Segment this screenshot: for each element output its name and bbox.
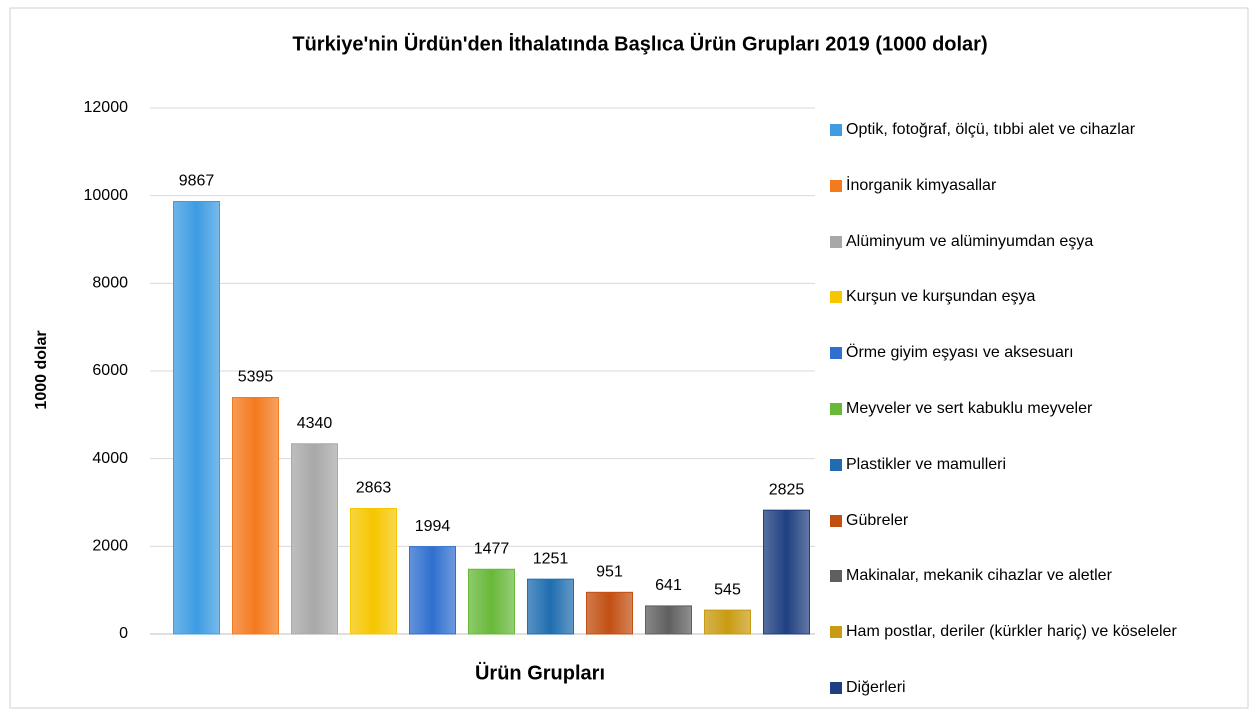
bar <box>763 509 810 635</box>
legend-entry: Makinalar, mekanik cihazlar ve aletler <box>830 564 1220 588</box>
legend-swatch <box>830 682 842 694</box>
x-axis-label: Ürün Grupları <box>475 661 605 684</box>
y-tick-label: 2000 <box>92 538 128 555</box>
legend-entry: Alüminyum ve alüminyumdan eşya <box>830 230 1220 254</box>
data-label: 5395 <box>238 369 274 386</box>
bar <box>291 443 338 635</box>
data-label: 1251 <box>533 550 569 567</box>
legend-label: Optik, fotoğraf, ölçü, tıbbi alet ve cih… <box>846 121 1136 138</box>
legend-swatch <box>830 291 842 304</box>
legend-entry: Meyveler ve sert kabuklu meyveler <box>830 397 1220 421</box>
legend-label: Ham postlar, deriler (kürkler hariç) ve … <box>846 623 1177 641</box>
chart-title: Türkiye'nin Ürdün'den İthalatında Başlıc… <box>292 32 987 55</box>
data-label: 2863 <box>356 480 392 497</box>
legend-entry: Diğerleri <box>830 676 1220 700</box>
bar <box>409 546 456 635</box>
y-tick-label: 10000 <box>84 187 129 204</box>
y-tick-label: 4000 <box>92 450 128 467</box>
legend-entry: Ham postlar, deriler (kürkler hariç) ve … <box>830 620 1220 644</box>
legend-swatch <box>830 179 842 192</box>
bar <box>527 578 574 635</box>
y-tick-label: 0 <box>119 625 128 642</box>
bar <box>350 508 397 635</box>
y-axis-label: 1000 dolar <box>33 330 50 409</box>
data-label: 9867 <box>179 173 215 190</box>
legend-swatch <box>830 347 842 360</box>
data-label: 4340 <box>297 415 333 432</box>
legend-label: Alüminyum ve alüminyumdan eşya <box>846 232 1094 250</box>
bar <box>586 591 633 635</box>
legend-swatch <box>830 124 842 136</box>
legend-entry: Kurşun ve kurşundan eşya <box>830 285 1220 309</box>
y-tick-label: 12000 <box>84 99 129 116</box>
legend-swatch <box>830 235 842 248</box>
bar <box>173 200 220 635</box>
legend-label: Makinalar, mekanik cihazlar ve aletler <box>846 567 1112 585</box>
data-label: 545 <box>714 581 741 598</box>
legend-swatch <box>830 403 842 415</box>
data-label: 951 <box>596 564 623 581</box>
bar <box>468 568 515 635</box>
legend-entry: Örme giyim eşyası ve aksesuarı <box>830 341 1220 365</box>
data-label: 2825 <box>769 481 805 498</box>
legend-swatch <box>830 570 842 583</box>
legend-entry: Plastikler ve mamulleri <box>830 453 1220 477</box>
data-label: 641 <box>655 577 682 594</box>
legend-label: Örme giyim eşyası ve aksesuarı <box>846 344 1074 362</box>
legend-swatch <box>830 626 842 639</box>
legend-entry: Gübreler <box>830 509 1220 533</box>
legend-label: Diğerleri <box>846 679 906 696</box>
data-label: 1477 <box>474 540 510 557</box>
y-tick-label: 6000 <box>92 362 128 379</box>
legend-label: Kurşun ve kurşundan eşya <box>846 288 1036 306</box>
legend-label: Gübreler <box>846 511 909 529</box>
bar <box>704 609 751 635</box>
bar <box>645 605 692 635</box>
legend-label: Plastikler ve mamulleri <box>846 455 1007 473</box>
y-tick-label: 8000 <box>92 275 128 292</box>
legend-label: Meyveler ve sert kabuklu meyveler <box>846 400 1093 417</box>
data-label: 1994 <box>415 518 451 535</box>
legend-entry: Optik, fotoğraf, ölçü, tıbbi alet ve cih… <box>830 118 1220 142</box>
legend-label: İnorganik kimyasallar <box>846 176 997 194</box>
bar <box>232 397 279 635</box>
legend-swatch <box>830 514 842 527</box>
legend-entry: İnorganik kimyasallar <box>830 174 1220 198</box>
legend-swatch <box>830 458 842 471</box>
